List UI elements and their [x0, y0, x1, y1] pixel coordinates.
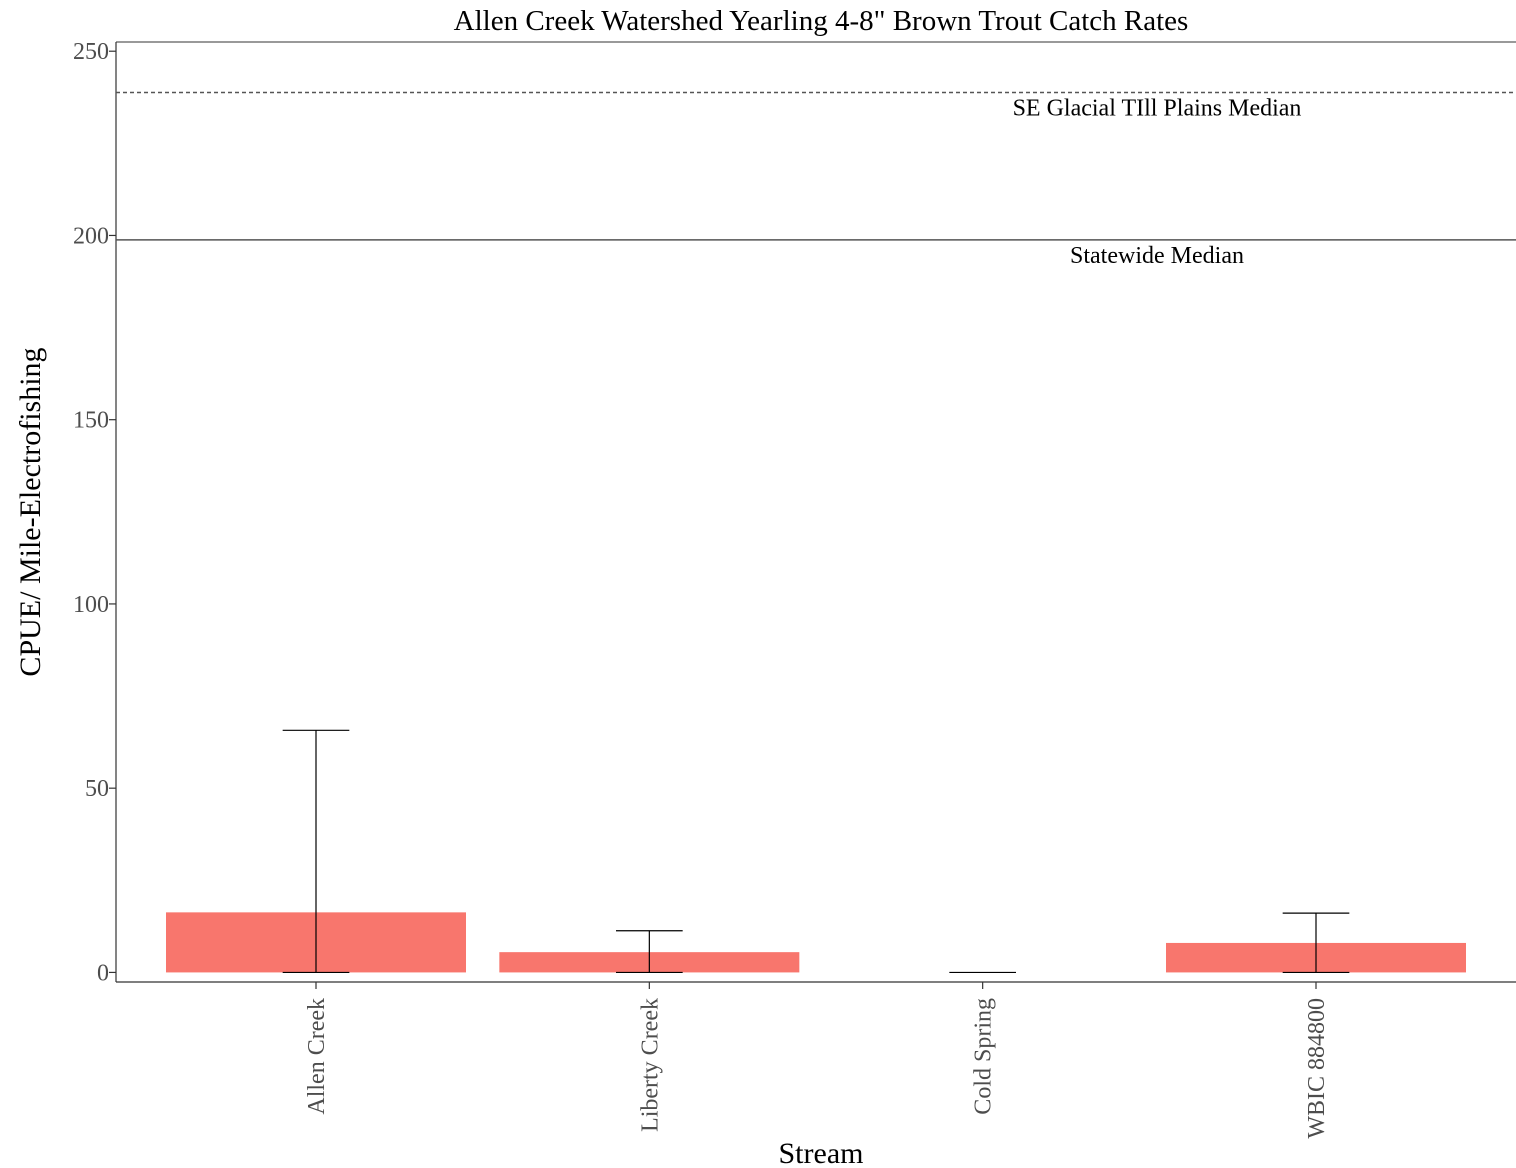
y-tick-label: 200: [73, 223, 109, 249]
x-tick-label: Cold Spring: [971, 998, 997, 1115]
y-tick-label: 0: [97, 960, 109, 986]
y-axis-title: CPUE/ Mile-Electrofishing: [14, 347, 47, 676]
plot-area: 0 50 100 150 200 250 SE Glacial TIll Plains Me…: [73, 39, 1516, 1139]
x-axis-title: Stream: [779, 1137, 864, 1168]
statewide-median-label: Statewide Median: [1070, 243, 1244, 269]
x-tick-label: Allen Creek: [304, 998, 330, 1115]
se-median-label: SE Glacial TIll Plains Median: [1013, 95, 1302, 121]
x-tick-label: WBIC 884800: [1304, 998, 1330, 1139]
y-tick-label: 50: [85, 776, 109, 802]
y-tick-label: 100: [73, 592, 109, 618]
chart-title: Allen Creek Watershed Yearling 4-8" Brow…: [454, 5, 1189, 37]
y-tick-label: 250: [73, 39, 109, 65]
x-tick-label: Liberty Creek: [637, 998, 663, 1132]
y-tick-label: 150: [73, 408, 109, 434]
